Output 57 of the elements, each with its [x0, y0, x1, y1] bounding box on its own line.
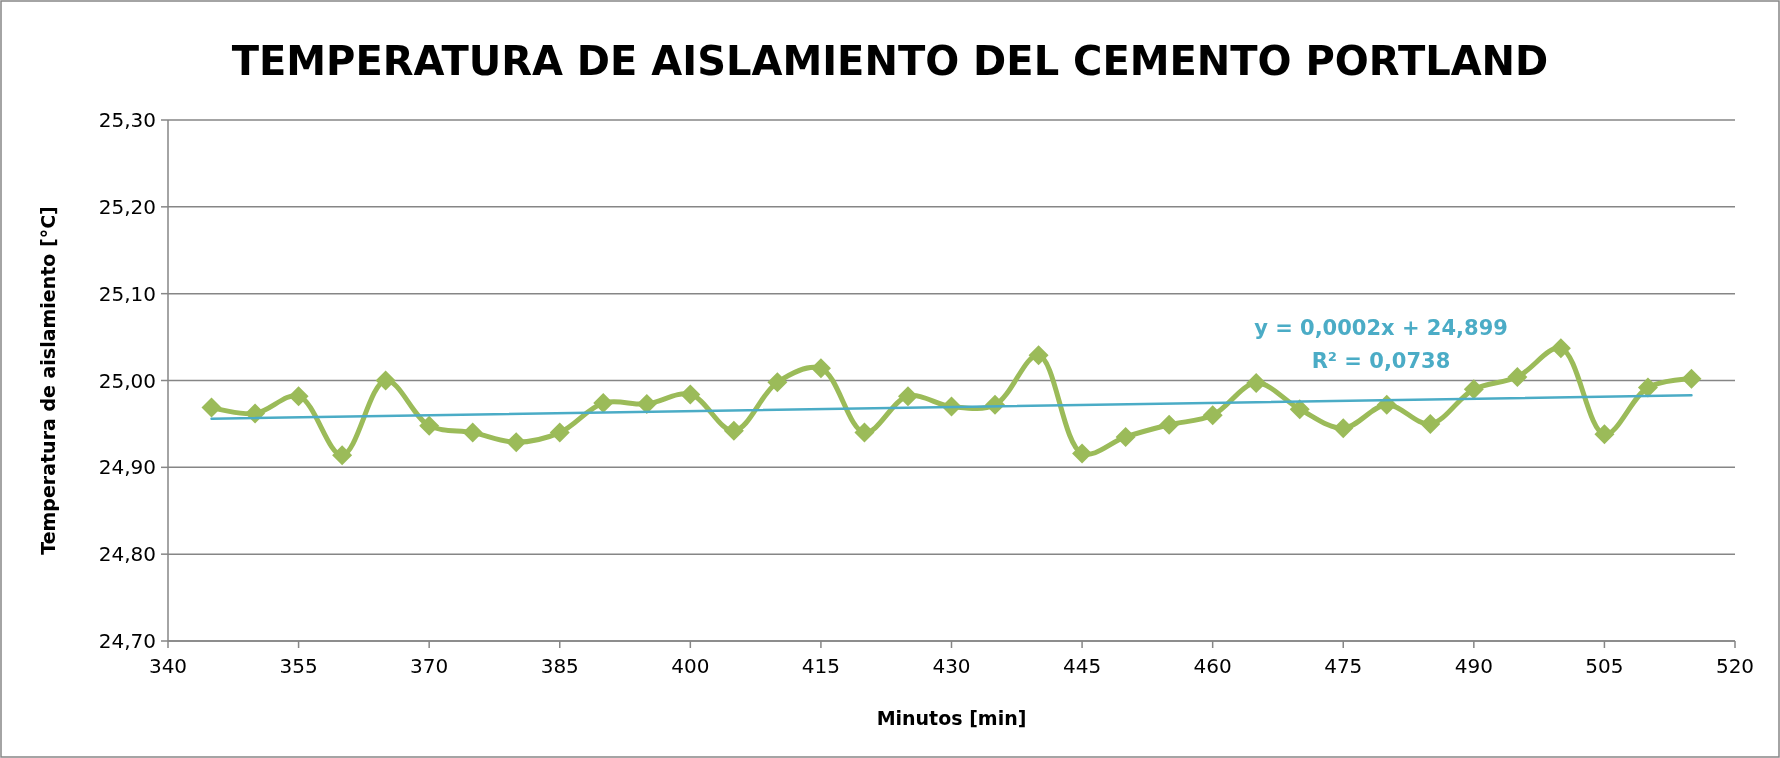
y-tick-label: 24,90 — [98, 455, 156, 480]
point — [1681, 368, 1702, 389]
point — [288, 386, 309, 407]
point — [636, 393, 657, 414]
x-tick-label: 340 — [148, 654, 188, 678]
point — [1115, 426, 1136, 447]
point — [1507, 367, 1528, 388]
point — [1594, 424, 1615, 445]
point — [506, 432, 527, 453]
point — [1028, 345, 1049, 366]
point — [593, 393, 614, 414]
point — [1202, 405, 1223, 426]
x-tick-label: 370 — [410, 654, 449, 678]
x-tick-label: 355 — [279, 654, 318, 678]
point — [1072, 443, 1093, 464]
x-tick-label: 415 — [801, 654, 841, 678]
point — [1637, 377, 1658, 398]
point — [1463, 379, 1484, 400]
point — [1376, 394, 1397, 415]
point — [549, 422, 570, 443]
chart-title: TEMPERATURA DE AISLAMIENTO DEL CEMENTO PORTLAND — [231, 38, 1549, 84]
annotation: R² = 0,0738 — [1311, 349, 1451, 373]
y-tick-label: 25,30 — [98, 108, 156, 132]
x-tick-label: 490 — [1454, 654, 1493, 678]
x-tick-label: 430 — [932, 654, 971, 678]
y-tick-label: 25,20 — [98, 194, 156, 219]
point — [680, 384, 701, 405]
x-axis-title: Minutos [min] — [876, 707, 1027, 729]
point — [1333, 418, 1354, 439]
point — [201, 397, 222, 418]
point — [1246, 373, 1267, 394]
y-tick-label: 24,70 — [98, 629, 156, 653]
y-tick-label: 24,80 — [98, 542, 156, 567]
point — [332, 445, 353, 466]
x-tick-label: 520 — [1715, 654, 1755, 678]
point — [767, 372, 788, 393]
x-tick-label: 475 — [1324, 654, 1363, 678]
x-tick-label: 385 — [540, 654, 579, 678]
point — [854, 422, 875, 443]
point — [419, 415, 440, 436]
x-tick-label: 505 — [1585, 654, 1624, 678]
x-tick-label: 445 — [1062, 654, 1102, 678]
point — [1289, 399, 1310, 420]
point — [897, 386, 918, 407]
y-tick-label: 25,10 — [98, 281, 156, 306]
point — [1550, 338, 1571, 359]
point — [375, 370, 396, 391]
x-tick-label: 460 — [1193, 654, 1232, 678]
point — [462, 422, 483, 443]
point — [810, 358, 831, 379]
x-tick-label: 400 — [671, 654, 710, 678]
y-axis-title: Temperatura de aislamiento [°C] — [37, 206, 59, 555]
point — [723, 420, 744, 441]
point — [1159, 414, 1180, 435]
y-tick-label: 25,00 — [98, 368, 156, 393]
annotation: y = 0,0002x + 24,899 — [1254, 316, 1508, 340]
point — [1420, 413, 1441, 434]
